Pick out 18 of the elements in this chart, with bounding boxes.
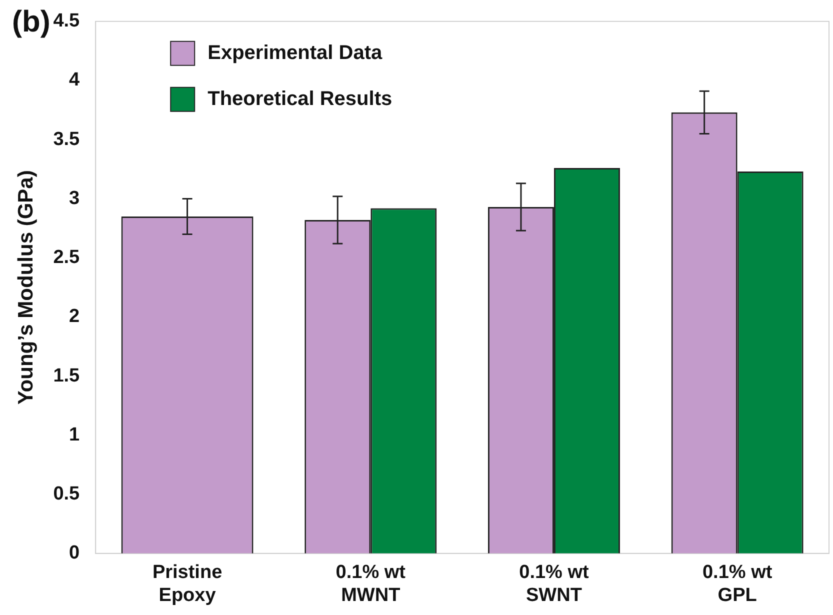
y-axis-title: Young’s Modulus (GPa) — [14, 170, 38, 405]
y-tick-label: 4.5 — [53, 10, 80, 32]
y-tick-label: 1 — [69, 424, 80, 446]
y-tick-label: 0 — [69, 542, 80, 564]
y-tick-label: 2 — [69, 306, 80, 328]
x-tick-label: 0.1% wt GPL — [702, 562, 773, 606]
y-tick-label: 3.5 — [53, 128, 80, 150]
y-tick-label: 3 — [69, 188, 80, 209]
x-tick-label: Pristine Epoxy — [152, 562, 222, 606]
y-tick-label: 4 — [69, 70, 80, 91]
x-tick-label: 0.1% wt SWNT — [519, 562, 590, 606]
legend-label: Experimental Data — [208, 42, 383, 64]
text: (b) — [12, 5, 50, 38]
y-tick-label: 1.5 — [53, 365, 80, 386]
y-tick-label: 0.5 — [53, 484, 80, 505]
y-tick-label: 2.5 — [53, 247, 80, 268]
legend-label: Theoretical Results — [208, 88, 392, 110]
x-tick-label: 0.1% wt MWNT — [336, 562, 406, 606]
